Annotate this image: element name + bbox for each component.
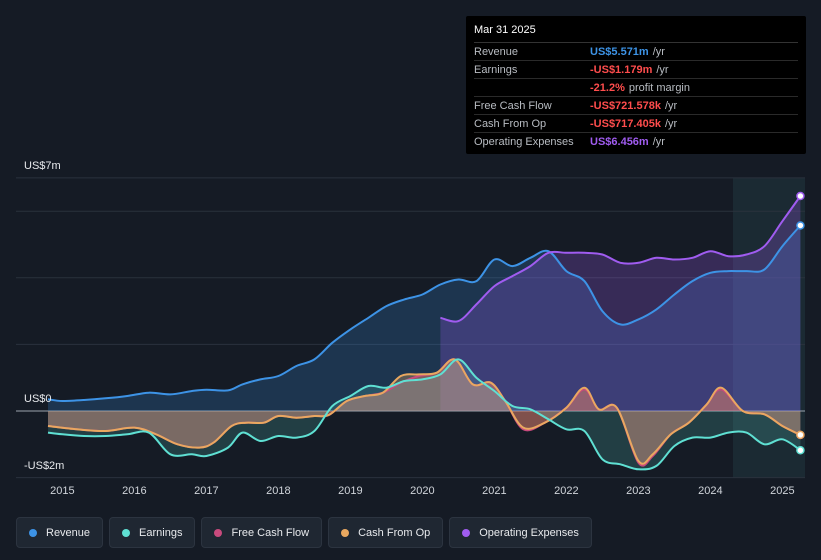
tooltip-row-value: US$5.571m xyxy=(590,46,649,58)
y-axis-zero-label: US$0 xyxy=(24,393,52,405)
x-tick-label: 2016 xyxy=(122,485,147,497)
tooltip-rows: Revenue US$5.571m/yr Earnings -US$1.179m/yr… xyxy=(474,43,798,150)
operating-expenses-area xyxy=(440,196,801,411)
cash-from-op-area xyxy=(48,359,801,464)
earnings-line xyxy=(47,358,801,471)
tooltip-row: -21.2% profit margin xyxy=(474,79,798,97)
tooltip-row: Free Cash Flow -US$721.578k/yr xyxy=(474,97,798,115)
tooltip-row-label: Cash From Op xyxy=(474,118,547,130)
y-axis-top-label: US$7m xyxy=(24,160,61,172)
tooltip-row-value: -21.2% xyxy=(590,82,625,94)
operating-expenses-end-marker xyxy=(796,191,805,201)
tooltip-row-unit: /yr xyxy=(652,46,665,58)
series-areas xyxy=(48,196,801,470)
x-tick-label: 2021 xyxy=(482,485,507,497)
free-cash-flow-area xyxy=(48,359,801,466)
tooltip-row: Operating Expenses US$6.456m/yr xyxy=(474,133,798,150)
tooltip-row-value: -US$1.179m xyxy=(590,64,653,76)
legend-dot-icon xyxy=(462,528,471,537)
tooltip-row: Cash From Op -US$717.405k/yr xyxy=(474,115,798,133)
tooltip-row: Earnings -US$1.179m/yr xyxy=(474,61,798,79)
tooltip-row-value: US$6.456m xyxy=(590,136,649,148)
operating-expenses-line xyxy=(440,195,802,323)
tooltip-row-unit: /yr xyxy=(652,136,665,148)
tooltip-date: Mar 31 2025 xyxy=(474,24,798,43)
x-tick-label: 2023 xyxy=(626,485,651,497)
tooltip-panel: Mar 31 2025 Revenue US$5.571m/yr Earnings -… xyxy=(466,16,806,154)
x-tick-label: 2025 xyxy=(770,485,795,497)
legend-label: Free Cash Flow xyxy=(231,526,310,539)
tooltip-row: Revenue US$5.571m/yr xyxy=(474,43,798,61)
revenue-area xyxy=(48,225,801,411)
revenue-line xyxy=(47,224,802,403)
legend-dot-icon xyxy=(341,528,350,537)
x-tick-label: 2020 xyxy=(410,485,435,497)
legend-item-revenue[interactable]: Revenue xyxy=(16,517,104,548)
cash-from-op-line xyxy=(47,358,801,465)
tooltip-row-unit: /yr xyxy=(664,100,678,112)
cash-from-op-end-marker xyxy=(796,430,805,440)
legend-item-operating-expenses[interactable]: Operating Expenses xyxy=(449,517,592,548)
legend-item-cash-from-op[interactable]: Cash From Op xyxy=(328,517,444,548)
legend-item-earnings[interactable]: Earnings xyxy=(109,517,196,548)
x-tick-label: 2015 xyxy=(50,485,75,497)
x-tick-label: 2017 xyxy=(194,485,219,497)
legend-dot-icon xyxy=(29,528,37,537)
tooltip-row-label: Operating Expenses xyxy=(474,136,574,148)
tooltip-row-unit: /yr xyxy=(656,64,669,76)
y-axis-bottom-label: -US$2m xyxy=(24,460,65,472)
x-tick-label: 2019 xyxy=(338,485,363,497)
tooltip-row-unit: /yr xyxy=(664,118,678,130)
tooltip-row-label: Revenue xyxy=(474,46,519,58)
legend-label: Earnings xyxy=(139,526,183,539)
tooltip-row-label: Earnings xyxy=(474,64,518,76)
legend: Revenue Earnings Free Cash Flow Cash From O… xyxy=(16,517,592,548)
gridlines xyxy=(16,177,805,479)
tooltip-row-label: Free Cash Flow xyxy=(474,100,552,112)
series-end-markers xyxy=(796,191,805,455)
legend-item-free-cash-flow[interactable]: Free Cash Flow xyxy=(201,517,323,548)
x-tick-label: 2022 xyxy=(554,485,579,497)
legend-label: Operating Expenses xyxy=(479,526,579,539)
legend-label: Revenue xyxy=(46,526,91,539)
tooltip-row-value: -US$717.405k xyxy=(590,118,661,130)
legend-dot-icon xyxy=(214,528,223,537)
chart-area xyxy=(16,177,805,479)
tooltip-row-unit: profit margin xyxy=(628,82,690,94)
earnings-end-marker xyxy=(796,446,805,455)
forecast-highlight xyxy=(733,178,805,478)
x-tick-label: 2024 xyxy=(698,485,723,497)
series-lines xyxy=(47,195,802,471)
earnings-area xyxy=(48,359,801,470)
legend-label: Cash From Op xyxy=(358,526,431,539)
revenue-end-marker xyxy=(796,221,805,230)
x-tick-label: 2018 xyxy=(266,485,291,497)
tooltip-row-value: -US$721.578k xyxy=(590,100,661,112)
legend-dot-icon xyxy=(122,528,131,537)
